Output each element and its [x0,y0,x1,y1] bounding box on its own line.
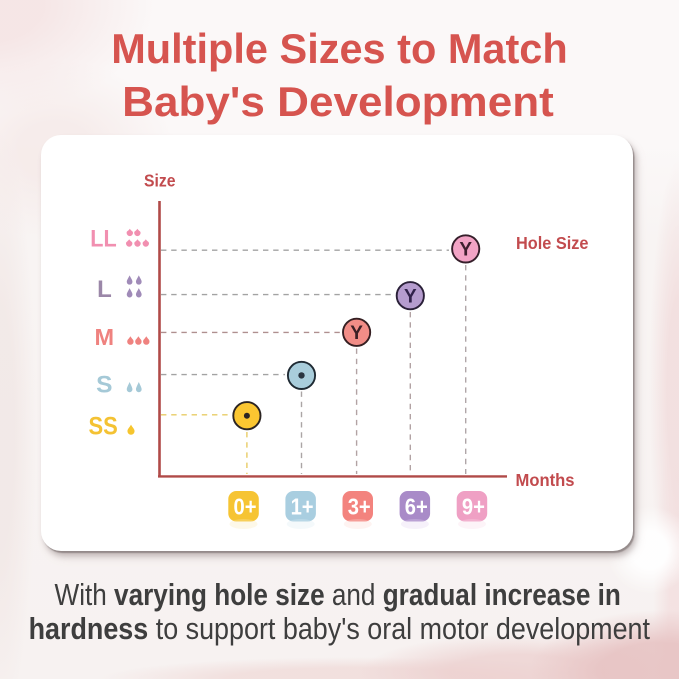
svg-text:SS: SS [89,412,118,440]
svg-text:LL: LL [90,226,116,253]
svg-text:Size: Size [144,171,176,191]
svg-text:Hole Size: Hole Size [516,233,589,253]
svg-text:1+: 1+ [291,494,314,520]
svg-text:Y: Y [459,240,472,261]
svg-text:Months: Months [516,470,575,490]
svg-text:0+: 0+ [234,494,257,520]
svg-text:Y: Y [350,323,363,344]
svg-text:Y: Y [404,286,417,307]
svg-text:6+: 6+ [405,494,428,520]
svg-text:M: M [95,324,115,350]
svg-text:9+: 9+ [462,494,485,520]
svg-text:3+: 3+ [348,494,371,520]
svg-text:S: S [96,371,112,398]
svg-text:L: L [97,276,112,303]
